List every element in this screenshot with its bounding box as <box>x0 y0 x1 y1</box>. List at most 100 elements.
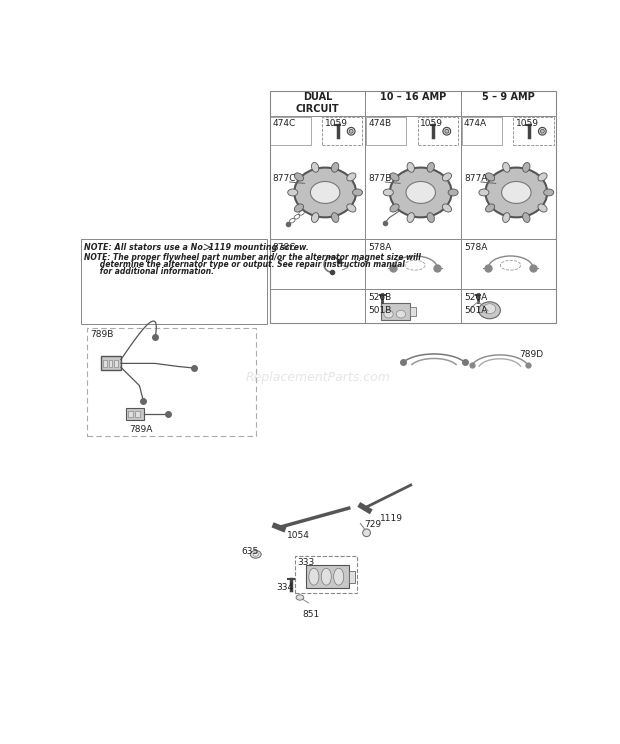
Ellipse shape <box>427 162 435 173</box>
Circle shape <box>443 127 451 135</box>
Ellipse shape <box>485 173 495 181</box>
Ellipse shape <box>332 162 339 173</box>
Bar <box>125 408 144 420</box>
Text: 1054: 1054 <box>286 531 309 540</box>
Ellipse shape <box>390 173 399 181</box>
Circle shape <box>363 529 371 536</box>
Text: 333: 333 <box>297 558 314 567</box>
Ellipse shape <box>309 568 319 586</box>
Circle shape <box>541 129 544 133</box>
Text: 526A: 526A <box>464 292 487 301</box>
Ellipse shape <box>503 213 510 222</box>
Text: 474C: 474C <box>273 119 296 128</box>
Ellipse shape <box>407 213 414 222</box>
Ellipse shape <box>503 162 510 173</box>
Text: NOTE: All stators use a No. 1119 mounting screw.: NOTE: All stators use a No. 1119 mountin… <box>84 243 309 252</box>
Circle shape <box>349 129 353 133</box>
Text: 5 – 9 AMP: 5 – 9 AMP <box>482 92 535 103</box>
Ellipse shape <box>523 213 530 222</box>
Ellipse shape <box>296 594 304 600</box>
Bar <box>381 304 410 320</box>
Text: 877B: 877B <box>368 174 392 183</box>
Ellipse shape <box>479 189 489 196</box>
Text: DUAL
CIRCUIT: DUAL CIRCUIT <box>296 92 339 114</box>
Bar <box>418 117 458 146</box>
Ellipse shape <box>253 553 259 557</box>
Text: 1119: 1119 <box>379 514 403 523</box>
Ellipse shape <box>294 167 356 217</box>
Text: 1059: 1059 <box>516 119 539 128</box>
Text: for additional information.: for additional information. <box>84 267 215 276</box>
Ellipse shape <box>427 213 435 222</box>
Bar <box>348 571 355 583</box>
Text: 789D: 789D <box>520 350 543 359</box>
Ellipse shape <box>384 310 393 318</box>
Ellipse shape <box>448 189 458 196</box>
Bar <box>294 556 356 593</box>
Ellipse shape <box>538 173 547 181</box>
Circle shape <box>538 127 546 135</box>
Ellipse shape <box>479 302 500 318</box>
Ellipse shape <box>353 189 363 196</box>
Ellipse shape <box>523 162 530 173</box>
Ellipse shape <box>311 182 340 203</box>
Text: 729: 729 <box>365 520 381 529</box>
Ellipse shape <box>407 162 414 173</box>
Ellipse shape <box>538 204 547 212</box>
Bar <box>513 117 554 146</box>
Bar <box>322 117 363 146</box>
Ellipse shape <box>396 310 405 318</box>
Ellipse shape <box>485 204 495 212</box>
Ellipse shape <box>347 173 356 181</box>
Ellipse shape <box>288 189 298 196</box>
Text: ReplacementParts.com: ReplacementParts.com <box>246 371 390 384</box>
Text: 789A: 789A <box>130 425 153 434</box>
Text: 578A: 578A <box>368 243 392 251</box>
Ellipse shape <box>390 204 399 212</box>
Text: NOTE: The proper flywheel part number and/or the alternator magnet size will: NOTE: The proper flywheel part number an… <box>84 253 422 263</box>
Bar <box>81 240 267 324</box>
Text: 1059: 1059 <box>325 119 348 128</box>
Ellipse shape <box>321 568 331 586</box>
Ellipse shape <box>484 304 496 314</box>
Text: 501B: 501B <box>368 307 392 315</box>
Text: 1059: 1059 <box>420 119 443 128</box>
Bar <box>114 359 118 368</box>
Ellipse shape <box>250 551 261 558</box>
Ellipse shape <box>332 213 339 222</box>
Ellipse shape <box>347 204 356 212</box>
Bar <box>103 359 107 368</box>
Ellipse shape <box>442 173 451 181</box>
Bar <box>128 411 133 417</box>
Ellipse shape <box>502 182 531 203</box>
Ellipse shape <box>485 167 547 217</box>
Bar <box>366 117 406 146</box>
Bar <box>462 117 502 146</box>
Text: 334: 334 <box>277 583 294 591</box>
Text: 878C: 878C <box>273 243 296 251</box>
Ellipse shape <box>294 173 304 181</box>
Ellipse shape <box>406 182 435 203</box>
Ellipse shape <box>390 167 451 217</box>
Ellipse shape <box>383 189 393 196</box>
Circle shape <box>445 129 449 133</box>
Circle shape <box>347 127 355 135</box>
Text: 877A: 877A <box>464 174 487 183</box>
Text: 10 – 16 AMP: 10 – 16 AMP <box>380 92 446 103</box>
Text: determine the alternator type or output. See repair instruction manual: determine the alternator type or output.… <box>84 260 405 269</box>
Text: 501A: 501A <box>464 307 487 315</box>
Text: 578A: 578A <box>464 243 487 251</box>
Text: 474B: 474B <box>368 119 391 128</box>
Bar <box>270 91 557 324</box>
Bar <box>135 411 140 417</box>
Ellipse shape <box>544 189 554 196</box>
Bar <box>410 307 417 316</box>
Bar <box>100 356 121 371</box>
Text: 789B: 789B <box>90 330 113 339</box>
Text: 635: 635 <box>242 547 259 556</box>
Ellipse shape <box>311 162 319 173</box>
Text: 877C: 877C <box>273 174 296 183</box>
Ellipse shape <box>311 213 319 222</box>
Text: 526B: 526B <box>368 292 392 301</box>
Text: 474A: 474A <box>464 119 487 128</box>
